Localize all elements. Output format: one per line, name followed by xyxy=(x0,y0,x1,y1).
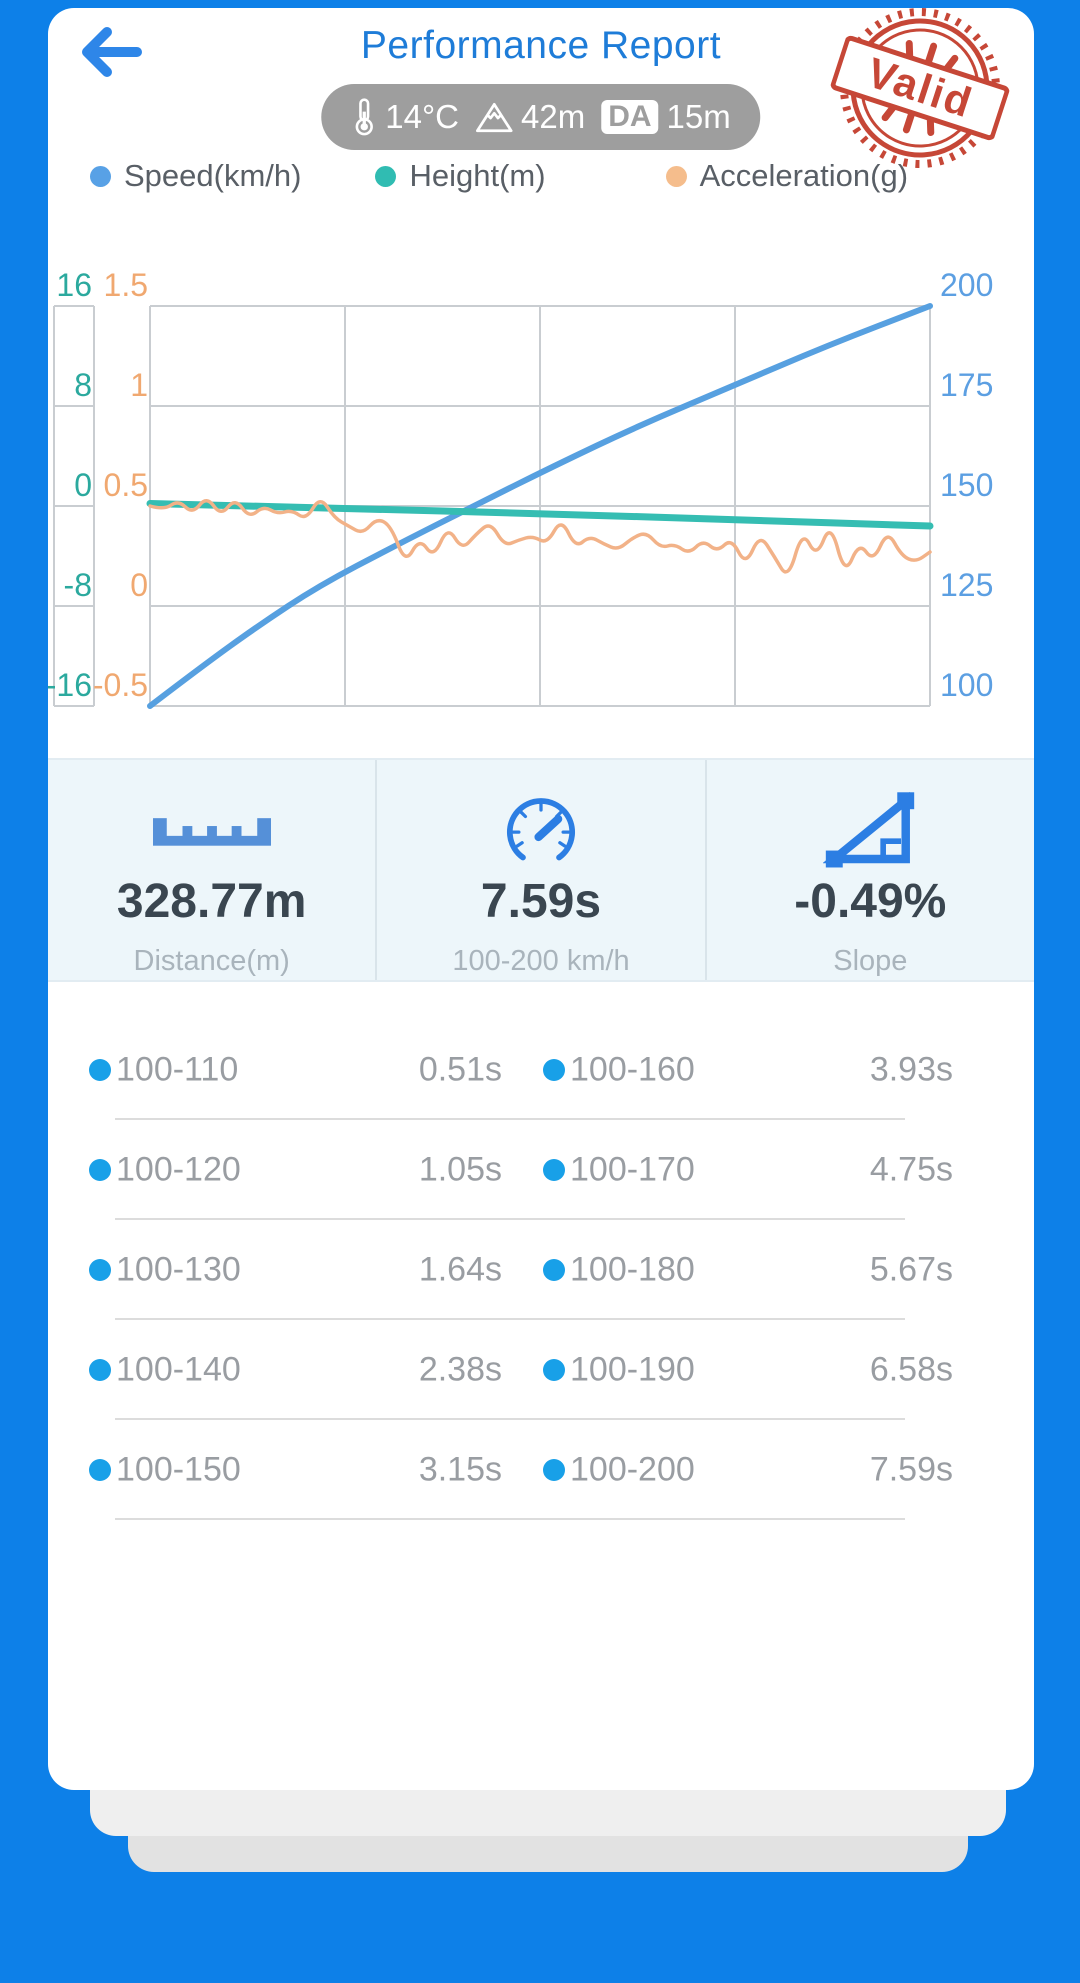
back-button[interactable] xyxy=(74,24,146,80)
axis-tick-label: -16 xyxy=(48,667,92,703)
axis-tick-label: 150 xyxy=(940,467,993,503)
distance-value: 328.77m xyxy=(116,875,307,928)
stat-slope: -0.49% Slope xyxy=(704,760,1034,980)
back-arrow-icon xyxy=(82,27,142,77)
interval-time: 6.58s xyxy=(869,1350,953,1389)
interval-time: 0.51s xyxy=(418,1050,502,1089)
interval-range: 100-170 xyxy=(570,1150,695,1189)
interval-range: 100-190 xyxy=(570,1350,695,1389)
temperature-value: 14°C xyxy=(385,98,459,135)
interval-range: 100-120 xyxy=(116,1150,241,1189)
bullet-icon xyxy=(543,1159,565,1181)
series-acceleration-g- xyxy=(148,499,932,574)
conditions-pill: 14°C 42m DA 15m xyxy=(321,84,761,150)
interval-time: 5.67s xyxy=(869,1250,953,1289)
distance-label: Distance(m) xyxy=(133,945,290,977)
bullet-icon xyxy=(89,1259,111,1281)
interval-time: 7.59s xyxy=(869,1450,953,1489)
axis-tick-label: 0 xyxy=(74,467,92,503)
slope-icon xyxy=(823,791,915,868)
bullet-icon xyxy=(89,1059,111,1081)
legend-label: Height(m) xyxy=(409,158,546,193)
axis-tick-label: 125 xyxy=(940,567,993,603)
stats-band: 328.77m Distance(m) xyxy=(48,758,1034,982)
slope-value: -0.49% xyxy=(794,875,947,928)
axis-tick-label: 100 xyxy=(940,667,993,703)
axis-tick-label: 1 xyxy=(130,367,148,403)
da-badge: DA xyxy=(601,100,659,134)
interval-time: 2.38s xyxy=(418,1350,502,1389)
legend-label: Acceleration(g) xyxy=(699,158,909,193)
interval-range: 100-200 xyxy=(570,1450,695,1489)
interval-row-0: 100-110 0.51s 100-160 3.93s xyxy=(48,1020,1034,1120)
axis-tick-label: 0 xyxy=(130,567,148,603)
legend-label: Speed(km/h) xyxy=(124,158,302,193)
time-value: 7.59s xyxy=(480,875,602,928)
row-divider xyxy=(115,1418,905,1420)
interval-range: 100-130 xyxy=(116,1250,241,1289)
axis-tick-label: 175 xyxy=(940,367,993,403)
interval-range: 100-160 xyxy=(570,1050,695,1089)
stat-time: 7.59s 100-200 km/h xyxy=(375,760,704,980)
interval-time: 3.15s xyxy=(418,1450,502,1489)
legend-item-0: Speed(km/h) xyxy=(90,158,301,194)
slope-label: Slope xyxy=(833,945,908,977)
bullet-icon xyxy=(543,1059,565,1081)
interval-table: 100-110 0.51s 100-160 3.93s 100-120 1.05s 100-… xyxy=(48,1020,1034,1520)
stat-distance: 328.77m Distance(m) xyxy=(48,760,375,980)
legend-item-2: Acceleration(g) xyxy=(665,158,909,194)
bullet-icon xyxy=(89,1359,111,1381)
legend-dot-icon xyxy=(375,165,397,187)
performance-chart: 16 8 0 -8 -16 1.5 1 0.5 0 -0.5 200 175 150 125 100 xyxy=(48,267,993,709)
valid-stamp: Valid xyxy=(830,8,1010,168)
row-divider xyxy=(115,1318,905,1320)
bullet-icon xyxy=(543,1259,565,1281)
interval-row-1: 100-120 1.05s 100-170 4.75s xyxy=(48,1120,1034,1220)
page-title: Performance Report xyxy=(360,24,722,67)
interval-range: 100-110 xyxy=(116,1050,239,1089)
axis-tick-label: 0.5 xyxy=(104,467,148,503)
gauge-icon xyxy=(507,798,575,861)
row-divider xyxy=(115,1118,905,1120)
axis-tick-label: 16 xyxy=(56,267,92,303)
row-divider xyxy=(115,1218,905,1220)
interval-time: 1.64s xyxy=(418,1250,502,1289)
legend-dot-icon xyxy=(90,165,111,187)
interval-time: 3.93s xyxy=(869,1050,953,1089)
axis-tick-label: 1.5 xyxy=(104,267,148,303)
interval-time: 4.75s xyxy=(869,1150,953,1189)
legend-item-1: Height(m) xyxy=(375,158,546,194)
series-height-m- xyxy=(146,500,934,530)
report-card: Performance Report xyxy=(48,8,1034,1790)
bullet-icon xyxy=(543,1359,565,1381)
interval-row-2: 100-130 1.64s 100-180 5.67s xyxy=(48,1220,1034,1320)
legend-dot-icon xyxy=(665,165,687,187)
axis-tick-label: -8 xyxy=(64,567,92,603)
bullet-icon xyxy=(89,1159,111,1181)
mountain-icon xyxy=(475,102,513,133)
axis-tick-label: -0.5 xyxy=(93,667,148,703)
altitude-group: 42m xyxy=(475,98,585,136)
density-altitude-group: DA 15m xyxy=(601,98,731,136)
time-label: 100-200 km/h xyxy=(452,945,630,977)
interval-range: 100-180 xyxy=(570,1250,695,1289)
altitude-value: 42m xyxy=(520,98,586,135)
interval-row-3: 100-140 2.38s 100-190 6.58s xyxy=(48,1320,1034,1420)
bullet-icon xyxy=(89,1459,111,1481)
axis-tick-label: 8 xyxy=(74,367,92,403)
interval-range: 100-140 xyxy=(116,1350,241,1389)
thermometer-icon xyxy=(355,98,373,136)
bullet-icon xyxy=(543,1459,565,1481)
interval-row-4: 100-150 3.15s 100-200 7.59s xyxy=(48,1420,1034,1520)
interval-range: 100-150 xyxy=(116,1450,241,1489)
axis-tick-label: 200 xyxy=(940,267,993,303)
row-divider xyxy=(115,1518,905,1520)
series-speed-km-h- xyxy=(147,303,933,709)
ruler-icon xyxy=(152,818,271,846)
da-value: 15m xyxy=(666,98,731,135)
temperature-group: 14°C xyxy=(351,97,459,137)
interval-time: 1.05s xyxy=(418,1150,502,1189)
chart-legend: Speed(km/h) Height(m) Acceleration(g) xyxy=(90,158,908,194)
